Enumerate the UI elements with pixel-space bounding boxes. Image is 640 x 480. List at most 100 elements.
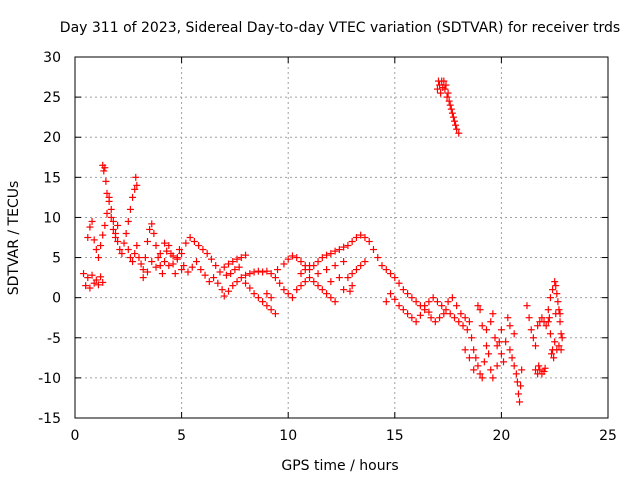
data-point bbox=[297, 282, 305, 290]
data-point bbox=[214, 279, 222, 287]
data-point bbox=[301, 278, 309, 286]
data-point bbox=[80, 270, 88, 278]
data-point bbox=[112, 234, 120, 241]
data-point bbox=[510, 362, 518, 370]
data-point bbox=[131, 185, 139, 193]
data-point bbox=[124, 246, 132, 254]
data-point bbox=[103, 189, 111, 197]
y-tick-label: 10 bbox=[43, 210, 61, 226]
data-point bbox=[229, 258, 237, 266]
data-point bbox=[161, 239, 169, 247]
data-point bbox=[416, 311, 424, 319]
data-point bbox=[443, 93, 451, 101]
data-point bbox=[92, 246, 100, 254]
data-point bbox=[92, 276, 100, 284]
y-tick-label: 20 bbox=[43, 130, 61, 146]
data-point bbox=[156, 262, 164, 270]
data-point bbox=[129, 258, 137, 266]
data-point bbox=[510, 330, 518, 338]
data-point bbox=[391, 295, 399, 303]
data-point bbox=[284, 255, 292, 263]
data-point bbox=[150, 229, 158, 237]
data-point bbox=[478, 374, 486, 382]
data-marks bbox=[80, 77, 566, 406]
data-point bbox=[156, 250, 164, 258]
data-point bbox=[544, 318, 552, 326]
data-point bbox=[143, 238, 151, 246]
data-point bbox=[551, 278, 559, 286]
data-point bbox=[126, 205, 134, 213]
data-point bbox=[102, 177, 110, 185]
data-point bbox=[133, 181, 141, 189]
data-point bbox=[114, 221, 122, 229]
data-point bbox=[450, 314, 458, 322]
data-point bbox=[459, 322, 467, 330]
data-point bbox=[455, 129, 463, 137]
data-point bbox=[327, 278, 335, 286]
data-point bbox=[250, 290, 258, 298]
data-point bbox=[348, 238, 356, 246]
data-point bbox=[444, 89, 452, 97]
data-point bbox=[542, 322, 550, 330]
data-point bbox=[143, 268, 151, 276]
y-tick-label: 30 bbox=[43, 50, 61, 66]
data-point bbox=[225, 287, 233, 295]
data-point bbox=[412, 318, 420, 326]
x-tick-label: 15 bbox=[386, 428, 404, 444]
data-point bbox=[242, 271, 250, 279]
data-point bbox=[516, 398, 524, 406]
data-point bbox=[331, 298, 339, 306]
data-point bbox=[114, 238, 122, 246]
data-point bbox=[523, 302, 531, 310]
y-tick-label: 0 bbox=[52, 291, 61, 307]
data-point bbox=[84, 234, 92, 241]
data-point bbox=[97, 242, 105, 250]
data-point bbox=[120, 239, 128, 247]
data-point bbox=[271, 310, 279, 318]
data-point bbox=[549, 286, 557, 294]
data-point bbox=[225, 260, 233, 268]
data-point bbox=[449, 113, 457, 121]
data-point bbox=[118, 250, 126, 258]
data-point bbox=[361, 234, 369, 241]
data-point bbox=[103, 209, 111, 217]
data-point bbox=[297, 270, 305, 278]
data-point bbox=[237, 254, 245, 262]
data-point bbox=[514, 390, 522, 398]
data-point bbox=[203, 250, 211, 258]
data-point bbox=[446, 101, 454, 109]
data-point bbox=[453, 302, 461, 310]
data-point bbox=[109, 217, 117, 225]
data-point bbox=[94, 281, 102, 289]
data-point bbox=[107, 213, 115, 221]
data-point bbox=[463, 326, 471, 334]
data-point bbox=[152, 263, 160, 271]
data-point bbox=[135, 254, 143, 262]
data-point bbox=[133, 242, 141, 250]
data-point bbox=[99, 278, 107, 286]
data-point bbox=[436, 314, 444, 322]
data-point bbox=[148, 220, 156, 228]
data-point bbox=[546, 330, 554, 338]
data-point bbox=[361, 258, 369, 266]
data-point bbox=[525, 314, 533, 322]
data-point bbox=[201, 271, 209, 279]
data-point bbox=[288, 294, 296, 302]
data-point bbox=[314, 282, 322, 290]
data-point bbox=[408, 314, 416, 322]
data-point bbox=[212, 262, 220, 270]
data-point bbox=[465, 318, 473, 326]
data-point bbox=[442, 306, 450, 314]
data-point bbox=[489, 374, 497, 382]
data-point bbox=[554, 298, 562, 306]
data-point bbox=[437, 89, 445, 97]
data-point bbox=[165, 262, 173, 270]
data-point bbox=[468, 334, 476, 342]
data-point bbox=[246, 284, 254, 292]
data-point bbox=[532, 342, 540, 350]
data-point bbox=[445, 97, 453, 105]
grid-lines bbox=[75, 57, 608, 418]
data-point bbox=[86, 223, 94, 231]
data-point bbox=[455, 318, 463, 326]
data-point bbox=[457, 310, 465, 318]
